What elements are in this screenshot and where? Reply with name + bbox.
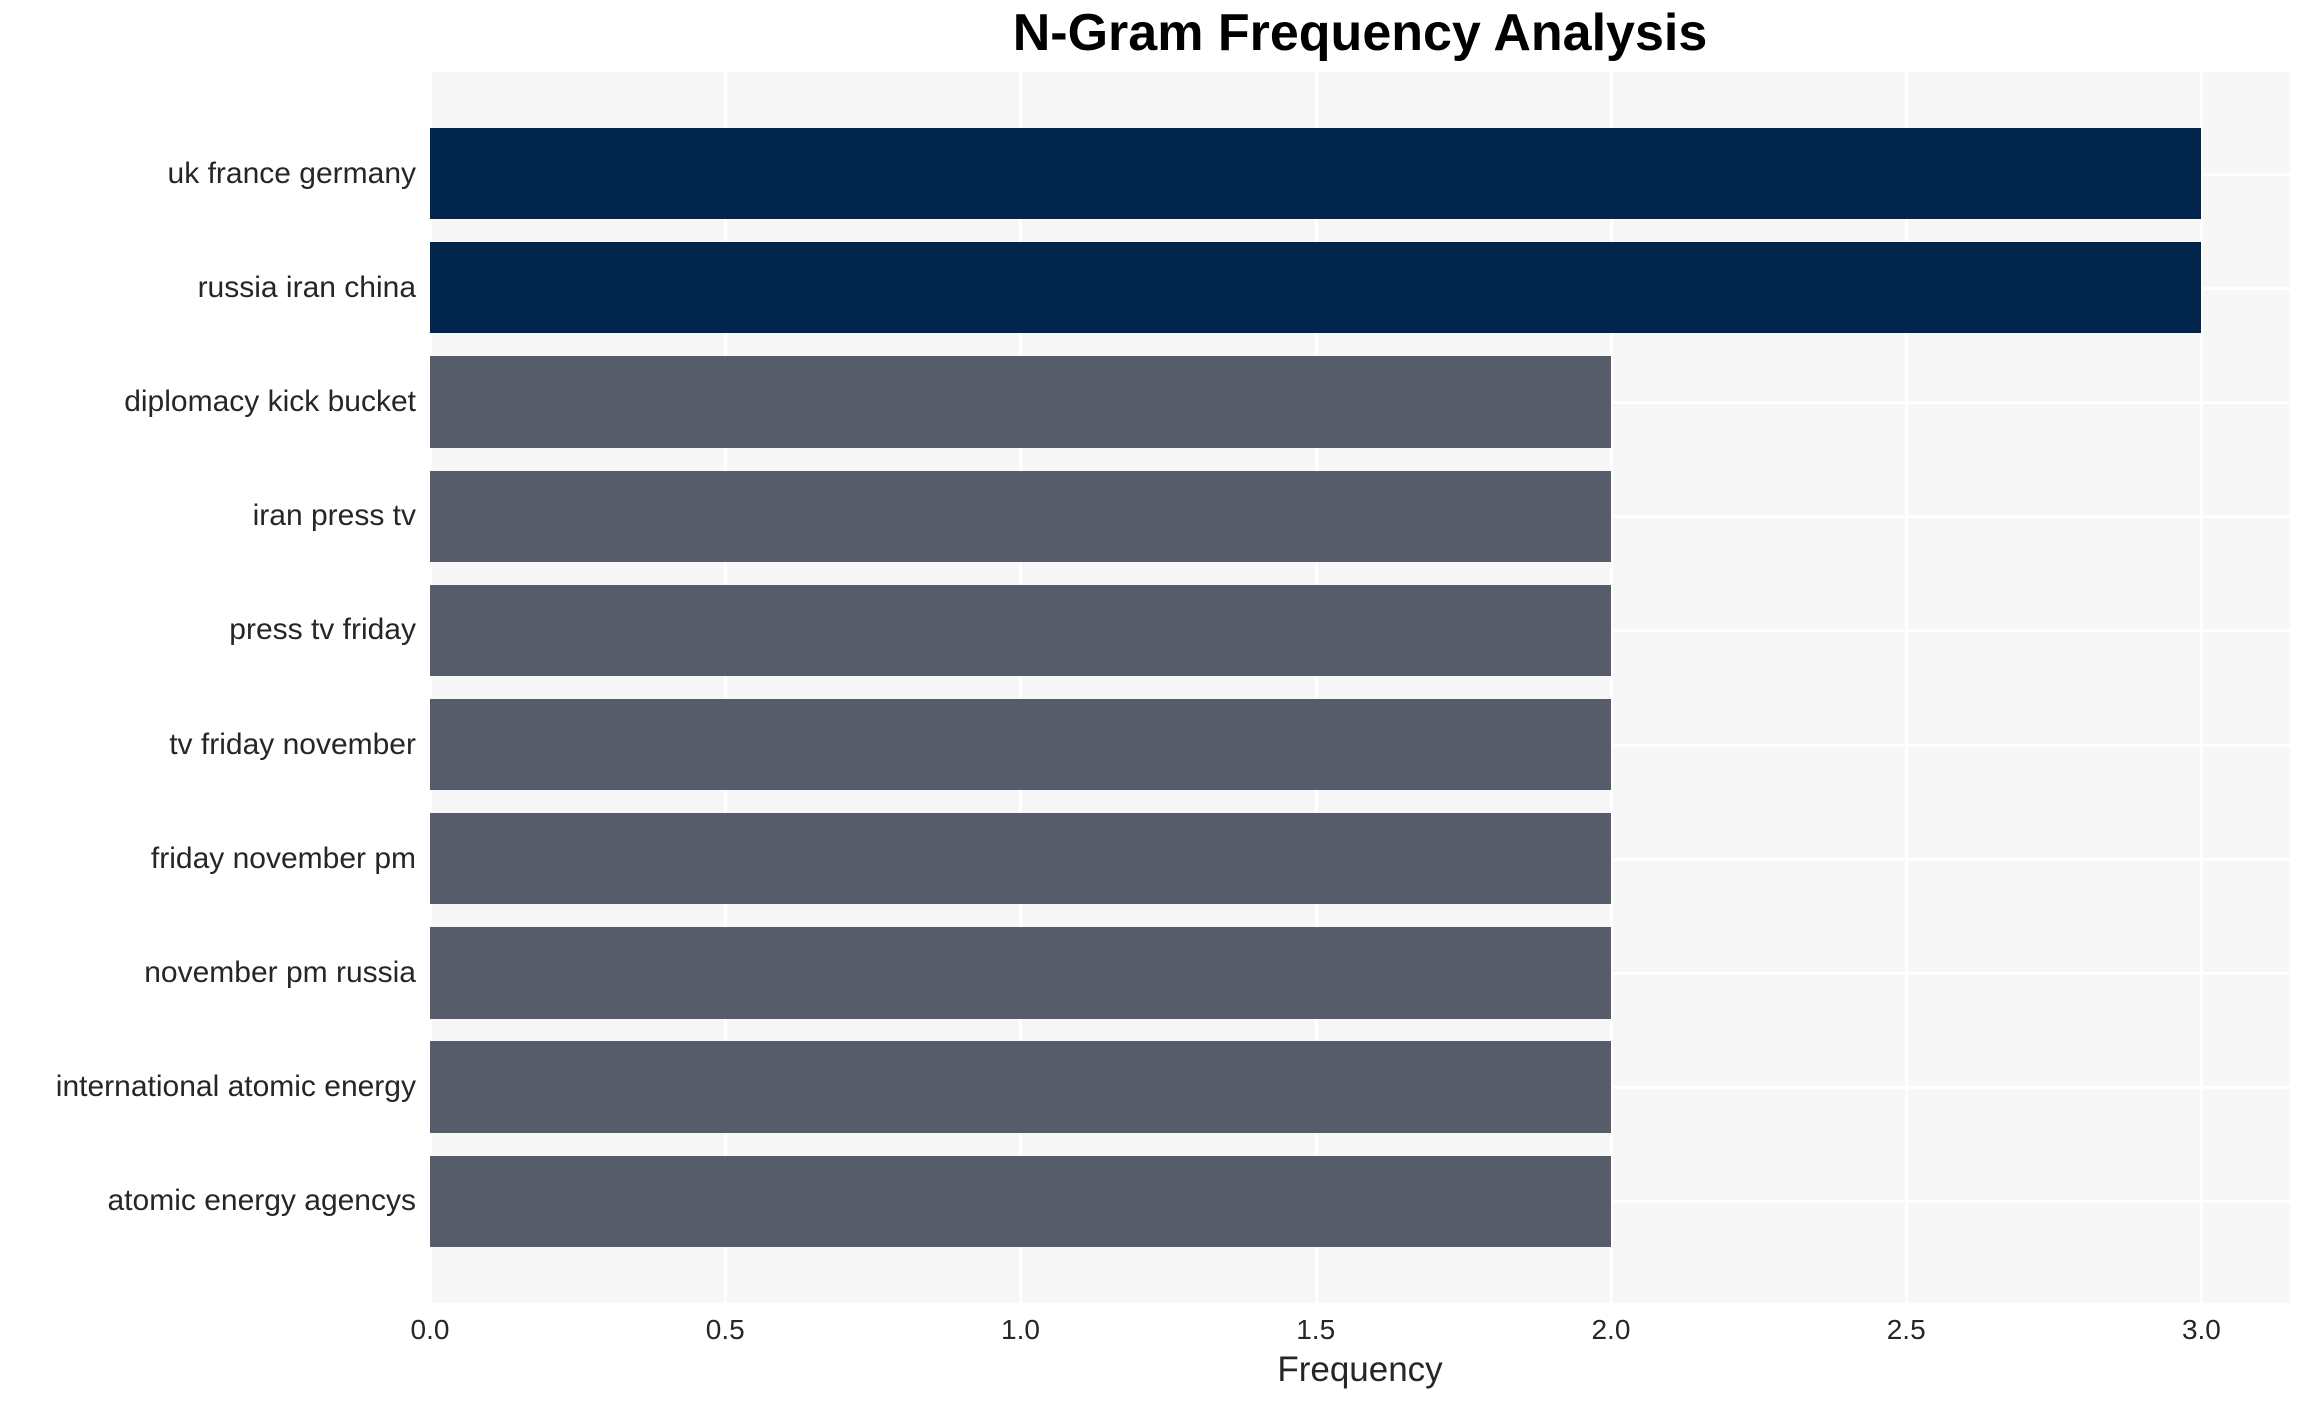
x-axis-ticks: 0.0 0.5 1.0 1.5 2.0 2.5 3.0 xyxy=(0,1312,2310,1352)
x-tick-label: 0.0 xyxy=(410,1314,450,1345)
y-tick-label: russia iran china xyxy=(197,270,416,304)
vertical-gridline xyxy=(1019,72,1023,1303)
vertical-gridline xyxy=(1905,72,1909,1303)
y-tick-label: iran press tv xyxy=(252,499,416,533)
bar-russia-iran-china xyxy=(430,242,2202,334)
x-axis-title: Frequency xyxy=(1277,1350,1443,1389)
x-tick-label: 1.0 xyxy=(1001,1314,1040,1345)
bar-uk-france-germany xyxy=(430,127,2202,220)
vertical-gridline xyxy=(1314,72,1318,1303)
x-tick-label: 3.0 xyxy=(2181,1314,2221,1345)
vertical-gridline xyxy=(724,72,728,1303)
x-tick-label: 0.5 xyxy=(705,1314,745,1345)
bar-press-tv-friday xyxy=(430,584,1611,677)
bar-iran-press-tv xyxy=(430,470,1611,562)
y-tick-label: november pm russia xyxy=(144,955,416,989)
bar-november-pm-russia xyxy=(430,927,1611,1019)
vertical-gridline xyxy=(1609,72,1613,1303)
y-tick-label: atomic energy agencys xyxy=(107,1184,417,1218)
bar-atomic-energy-agencys xyxy=(430,1155,1611,1248)
y-tick-label: diplomacy kick bucket xyxy=(124,385,416,419)
x-tick-label: 2.0 xyxy=(1591,1314,1631,1345)
vertical-gridline xyxy=(2200,72,2204,1303)
bar-tv-friday-november xyxy=(430,698,1611,791)
y-axis-labels: uk france germany russia iran china diplom… xyxy=(0,72,416,1303)
y-tick-label: friday november pm xyxy=(150,841,416,875)
y-tick-label: tv friday november xyxy=(169,727,416,761)
bar-international-atomic-energy xyxy=(430,1041,1611,1133)
plot-area xyxy=(430,72,2290,1303)
x-tick-label: 2.5 xyxy=(1886,1314,1926,1345)
y-tick-label: uk france germany xyxy=(167,156,416,190)
bar-diplomacy-kick-bucket xyxy=(430,356,1611,448)
bar-friday-november-pm xyxy=(430,813,1611,905)
chart-title: N-Gram Frequency Analysis xyxy=(1012,4,1708,62)
vertical-gridline xyxy=(430,72,432,1303)
y-tick-label: press tv friday xyxy=(229,613,416,647)
x-tick-label: 1.5 xyxy=(1296,1314,1336,1345)
y-tick-label: international atomic energy xyxy=(55,1070,416,1104)
